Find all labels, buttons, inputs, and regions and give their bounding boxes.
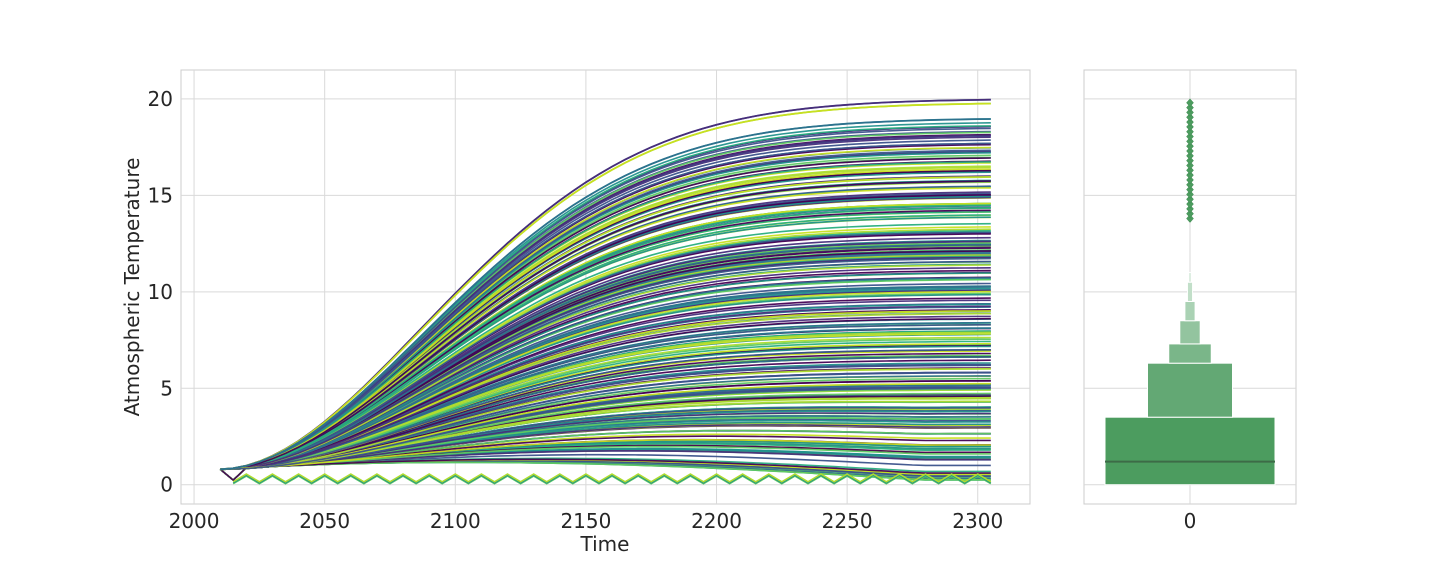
boxen-outlier-marker xyxy=(1186,132,1194,141)
series-line xyxy=(220,222,991,471)
boxen-outlier-marker xyxy=(1186,194,1194,204)
boxen-outliers xyxy=(1186,98,1194,223)
boxen-chart-panel: 0 xyxy=(1083,69,1297,533)
series-line xyxy=(220,180,991,471)
boxen-outlier-marker xyxy=(1186,117,1194,127)
series-line xyxy=(220,152,991,471)
boxen-outlier-marker xyxy=(1186,170,1194,180)
series-line xyxy=(220,445,991,471)
series-line xyxy=(220,338,991,471)
series-line xyxy=(220,367,991,471)
series-line xyxy=(220,214,991,471)
series-line xyxy=(220,272,991,471)
series-line xyxy=(220,142,991,471)
boxen-x-tick-labels: 0 xyxy=(1184,509,1197,533)
boxen-box xyxy=(1188,272,1192,283)
series-line xyxy=(220,161,991,471)
boxen-outlier-marker xyxy=(1186,209,1194,219)
boxen-outlier-marker xyxy=(1186,156,1194,166)
series-line xyxy=(232,474,992,484)
series-line xyxy=(220,204,991,471)
series-line xyxy=(220,250,991,471)
y-tick-label: 15 xyxy=(148,183,173,207)
series-line xyxy=(220,349,991,471)
series-line xyxy=(220,168,991,471)
y-tick-labels: 0 5 10 15 20 xyxy=(148,87,173,497)
series-line xyxy=(220,424,991,471)
series-line xyxy=(220,315,991,471)
boxen-outlier-marker xyxy=(1186,180,1194,190)
series-line xyxy=(220,118,991,471)
boxen-boxes xyxy=(1104,272,1276,486)
series-line xyxy=(220,102,991,471)
boxen-outlier-marker xyxy=(1186,175,1194,185)
boxen-outlier-marker xyxy=(1186,136,1194,146)
y-tick-label: 0 xyxy=(160,473,173,497)
x-tick-labels: 2000 2050 2100 2150 2200 2250 2300 xyxy=(169,509,1004,533)
boxen-outlier-marker xyxy=(1186,151,1194,161)
series-line xyxy=(220,439,991,471)
boxen-outlier-marker xyxy=(1186,204,1194,214)
boxen-outlier-marker xyxy=(1186,108,1194,117)
series-line xyxy=(220,310,991,471)
x-tick-label: 2300 xyxy=(952,509,1003,533)
series-line xyxy=(220,264,991,471)
y-axis-label: Atmospheric Temperature xyxy=(120,158,144,417)
y-tick-label: 20 xyxy=(148,87,173,111)
series-line xyxy=(220,331,991,471)
series-line xyxy=(220,256,991,471)
boxen-outlier-marker xyxy=(1186,165,1194,175)
x-tick-label: 2100 xyxy=(430,509,481,533)
series-line xyxy=(220,187,991,471)
boxen-outlier-marker xyxy=(1186,161,1194,170)
series-line xyxy=(220,297,991,471)
y-tick-label: 10 xyxy=(148,280,173,304)
y-tick-label: 5 xyxy=(160,376,173,400)
boxen-box xyxy=(1147,362,1233,418)
boxen-outlier-marker xyxy=(1186,127,1194,137)
x-axis-label: Time xyxy=(580,532,630,556)
boxen-outlier-marker xyxy=(1186,122,1194,132)
series-line xyxy=(220,286,991,471)
x-tick-label: 2050 xyxy=(299,509,350,533)
boxen-outlier-marker xyxy=(1186,112,1194,122)
x-tick-label: 2000 xyxy=(169,509,220,533)
series-line xyxy=(220,236,991,471)
series-line xyxy=(220,359,991,471)
x-tick-label: 2150 xyxy=(560,509,611,533)
series-line xyxy=(220,321,991,471)
series-line xyxy=(220,382,991,471)
series-lines xyxy=(219,98,992,485)
series-line xyxy=(220,387,991,471)
boxen-outlier-marker xyxy=(1186,98,1194,108)
series-line xyxy=(220,305,991,471)
boxen-box xyxy=(1104,416,1276,486)
boxen-outlier-marker xyxy=(1186,214,1194,223)
boxen-outlier-marker xyxy=(1186,146,1194,156)
boxen-x-tick-label: 0 xyxy=(1184,509,1197,533)
boxen-outlier-marker xyxy=(1186,185,1194,194)
boxen-box xyxy=(1168,343,1212,364)
boxen-outlier-marker xyxy=(1186,141,1194,151)
series-line xyxy=(219,458,991,482)
boxen-box xyxy=(1179,320,1201,345)
series-line xyxy=(220,397,991,471)
boxen-box xyxy=(1184,300,1196,322)
boxen-outlier-marker xyxy=(1186,103,1194,112)
x-tick-label: 2250 xyxy=(822,509,873,533)
series-line xyxy=(220,231,991,471)
series-line xyxy=(220,194,991,471)
line-chart-panel: 2000 2050 2100 2150 2200 2250 2300 0 5 10 15 20 Ti… xyxy=(120,69,1031,556)
series-line xyxy=(220,127,991,471)
boxen-outlier-marker xyxy=(1186,190,1194,199)
boxen-box xyxy=(1186,281,1194,302)
series-line xyxy=(220,243,991,471)
boxen-outlier-marker xyxy=(1186,199,1194,209)
series-line xyxy=(232,473,992,483)
series-line xyxy=(220,407,991,471)
x-tick-label: 2200 xyxy=(691,509,742,533)
